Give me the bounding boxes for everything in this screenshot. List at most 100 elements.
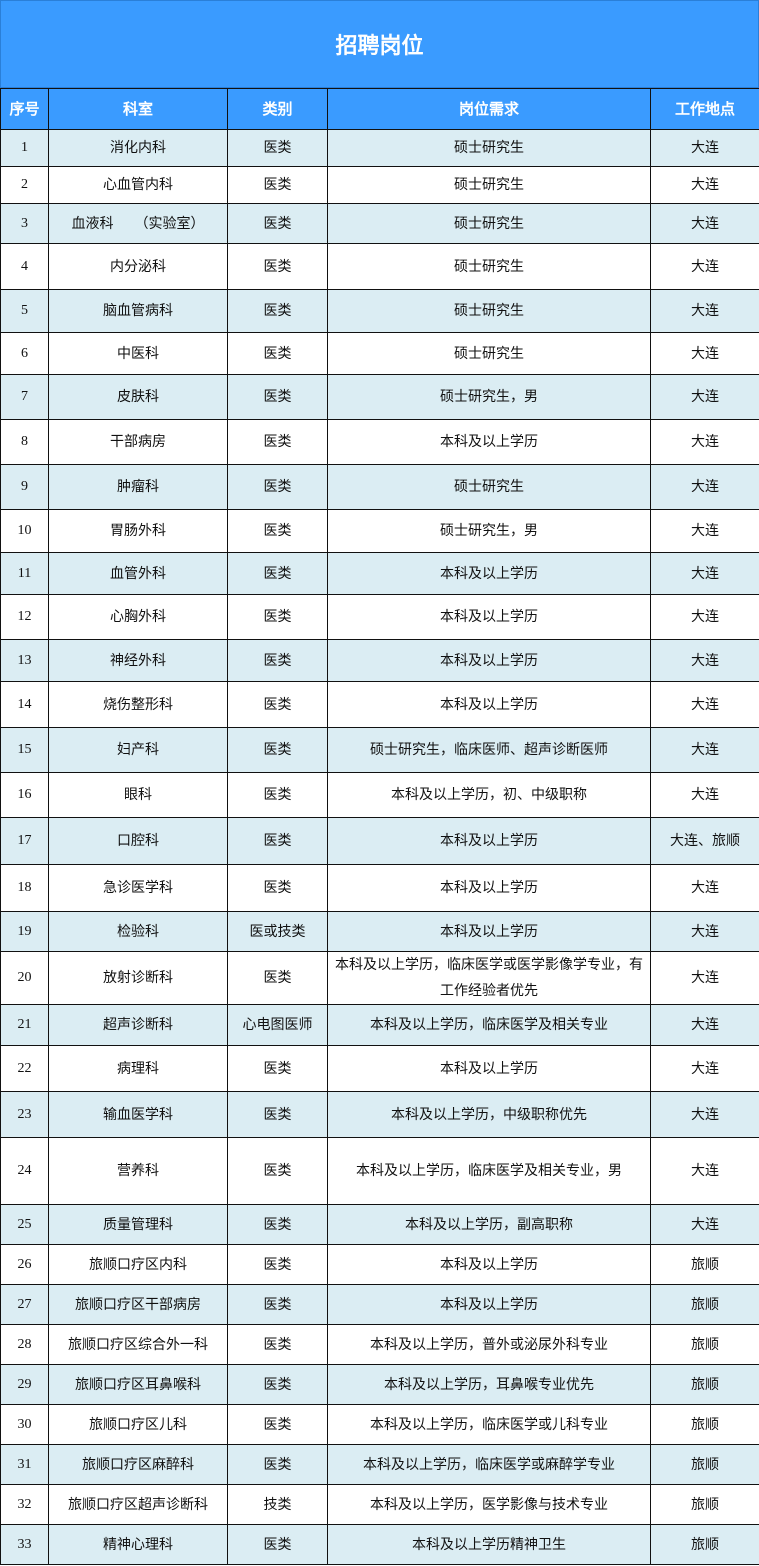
cell-number: 19 [0, 911, 49, 952]
cell-category: 医类 [227, 817, 328, 865]
cell-requirement: 本科及以上学历，副高职称 [327, 1204, 651, 1245]
cell-requirement: 本科及以上学历，临床医学或儿科专业 [327, 1404, 651, 1445]
cell-category: 医类 [227, 1137, 328, 1205]
table-row: 23 输血医学科 医类 本科及以上学历，中级职称优先 大连 [0, 1091, 759, 1138]
cell-requirement: 本科及以上学历 [327, 864, 651, 912]
cell-department: 血液科 （实验室） [48, 203, 228, 244]
cell-department: 旅顺口疗区干部病房 [48, 1284, 228, 1325]
cell-requirement: 本科及以上学历 [327, 639, 651, 682]
table-row: 32 旅顺口疗区超声诊断科 技类 本科及以上学历，医学影像与技术专业 旅顺 [0, 1484, 759, 1525]
table-row: 6 中医科 医类 硕士研究生 大连 [0, 332, 759, 375]
cell-location: 旅顺 [650, 1484, 759, 1525]
cell-number: 29 [0, 1364, 49, 1405]
cell-requirement: 本科及以上学历精神卫生 [327, 1524, 651, 1565]
cell-department: 超声诊断科 [48, 1004, 228, 1046]
cell-requirement: 本科及以上学历 [327, 911, 651, 952]
table-row: 18 急诊医学科 医类 本科及以上学历 大连 [0, 864, 759, 912]
cell-number: 15 [0, 727, 49, 773]
cell-department: 干部病房 [48, 419, 228, 465]
table-row: 17 口腔科 医类 本科及以上学历 大连、旅顺 [0, 817, 759, 865]
col-header-department: 科室 [48, 88, 228, 130]
cell-location: 旅顺 [650, 1324, 759, 1365]
cell-location: 大连 [650, 727, 759, 773]
cell-number: 1 [0, 129, 49, 167]
cell-department: 旅顺口疗区内科 [48, 1244, 228, 1285]
cell-number: 33 [0, 1524, 49, 1565]
cell-category: 医类 [227, 594, 328, 640]
cell-number: 4 [0, 243, 49, 290]
cell-category: 医类 [227, 289, 328, 333]
cell-department: 旅顺口疗区超声诊断科 [48, 1484, 228, 1525]
cell-location: 大连 [650, 552, 759, 595]
table-row: 28 旅顺口疗区综合外一科 医类 本科及以上学历，普外或泌尿外科专业 旅顺 [0, 1324, 759, 1365]
cell-requirement: 本科及以上学历 [327, 817, 651, 865]
table-row: 11 血管外科 医类 本科及以上学历 大连 [0, 552, 759, 595]
cell-location: 大连 [650, 1091, 759, 1138]
cell-location: 大连 [650, 911, 759, 952]
cell-number: 3 [0, 203, 49, 244]
cell-number: 22 [0, 1045, 49, 1092]
positions-table: 序号 科室 类别 岗位需求 工作地点 1 消化内科 医类 硕士研究生 大连 2 心血管内科医… [0, 88, 759, 1565]
cell-department: 肿瘤科 [48, 464, 228, 510]
page-title: 招聘岗位 [0, 0, 759, 88]
cell-category: 医类 [227, 951, 328, 1005]
table-row: 7 皮肤科 医类 硕士研究生，男 大连 [0, 374, 759, 420]
cell-requirement: 硕士研究生 [327, 166, 651, 204]
cell-requirement: 硕士研究生，男 [327, 374, 651, 420]
table-row: 10 胃肠外科 医类 硕士研究生，男 大连 [0, 509, 759, 553]
cell-location: 大连 [650, 374, 759, 420]
table-row: 13 神经外科 医类 本科及以上学历 大连 [0, 639, 759, 682]
table-row: 12 心胸外科 医类 本科及以上学历 大连 [0, 594, 759, 640]
cell-department: 旅顺口疗区麻醉科 [48, 1444, 228, 1485]
cell-department: 眼科 [48, 772, 228, 818]
cell-number: 5 [0, 289, 49, 333]
cell-location: 大连 [650, 1004, 759, 1046]
cell-category: 医类 [227, 1404, 328, 1445]
cell-requirement: 硕士研究生 [327, 332, 651, 375]
cell-requirement: 硕士研究生 [327, 289, 651, 333]
cell-location: 大连 [650, 594, 759, 640]
cell-location: 大连 [650, 864, 759, 912]
table-row: 3 血液科 （实验室） 医类 硕士研究生 大连 [0, 203, 759, 244]
cell-number: 20 [0, 951, 49, 1005]
cell-number: 10 [0, 509, 49, 553]
col-header-location: 工作地点 [650, 88, 759, 130]
cell-department: 中医科 [48, 332, 228, 375]
table-row: 1 消化内科 医类 硕士研究生 大连 [0, 129, 759, 167]
table-row: 21 超声诊断科 心电图医师 本科及以上学历，临床医学及相关专业 大连 [0, 1004, 759, 1046]
cell-category: 医类 [227, 1284, 328, 1325]
cell-location: 旅顺 [650, 1444, 759, 1485]
cell-location: 大连 [650, 464, 759, 510]
cell-department: 内分泌科 [48, 243, 228, 290]
cell-department: 急诊医学科 [48, 864, 228, 912]
cell-number: 21 [0, 1004, 49, 1046]
cell-department: 妇产科 [48, 727, 228, 773]
cell-number: 7 [0, 374, 49, 420]
cell-number: 2 [0, 166, 49, 204]
cell-requirement: 本科及以上学历，医学影像与技术专业 [327, 1484, 651, 1525]
cell-category: 医或技类 [227, 911, 328, 952]
table-row: 22 病理科 医类 本科及以上学历 大连 [0, 1045, 759, 1092]
table-row: 8 干部病房 医类 本科及以上学历 大连 [0, 419, 759, 465]
table-row: 24 营养科 医类 本科及以上学历，临床医学及相关专业，男 大连 [0, 1137, 759, 1205]
cell-department: 输血医学科 [48, 1091, 228, 1138]
cell-category: 技类 [227, 1484, 328, 1525]
cell-requirement: 硕士研究生 [327, 203, 651, 244]
cell-number: 12 [0, 594, 49, 640]
table-row: 2 心血管内科 医类 硕士研究生 大连 [0, 166, 759, 204]
col-header-number: 序号 [0, 88, 49, 130]
cell-category: 医类 [227, 1524, 328, 1565]
cell-department: 旅顺口疗区综合外一科 [48, 1324, 228, 1365]
cell-department: 放射诊断科 [48, 951, 228, 1005]
cell-number: 24 [0, 1137, 49, 1205]
table-row: 33 精神心理科 医类 本科及以上学历精神卫生 旅顺 [0, 1524, 759, 1565]
table-row: 5 脑血管病科 医类 硕士研究生 大连 [0, 289, 759, 333]
cell-number: 31 [0, 1444, 49, 1485]
cell-requirement: 本科及以上学历 [327, 594, 651, 640]
cell-requirement: 硕士研究生 [327, 129, 651, 167]
cell-department: 口腔科 [48, 817, 228, 865]
cell-department: 心胸外科 [48, 594, 228, 640]
cell-location: 大连、旅顺 [650, 817, 759, 865]
cell-category: 医类 [227, 332, 328, 375]
cell-location: 大连 [650, 203, 759, 244]
